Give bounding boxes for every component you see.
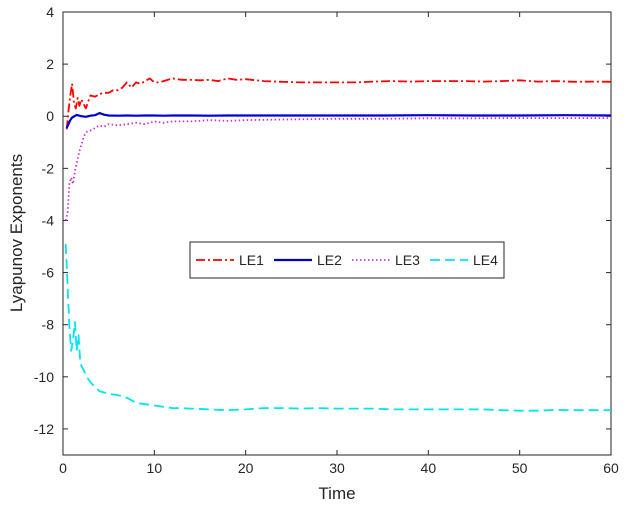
y-tick-label: -10 — [34, 369, 54, 385]
y-axis-title: Lyapunov Exponents — [7, 154, 26, 312]
y-tick-label: -8 — [42, 317, 55, 333]
x-tick-label: 0 — [59, 460, 67, 476]
plot-area — [62, 11, 612, 456]
series-line-le1 — [65, 77, 611, 130]
y-tick-label: 4 — [46, 4, 54, 20]
y-tick-label: -2 — [42, 160, 55, 176]
x-tick-label: 20 — [238, 460, 254, 476]
series-line-le2 — [65, 111, 611, 129]
legend-label-le4: LE4 — [473, 252, 498, 268]
y-tick-label: 2 — [46, 56, 54, 72]
x-tick-label: 30 — [329, 460, 345, 476]
legend-label-le2: LE2 — [317, 252, 342, 268]
x-tick-label: 50 — [512, 460, 528, 476]
legend: LE1 LE2 LE3 LE4 — [189, 241, 505, 279]
x-tick-label: 10 — [147, 460, 163, 476]
y-tick-label: 0 — [46, 108, 54, 124]
series-line-le4 — [64, 243, 611, 412]
y-tick-label: -4 — [42, 212, 55, 228]
series-layer — [64, 77, 611, 412]
y-tick-label: -12 — [34, 421, 54, 437]
y-tick-label: -6 — [42, 265, 55, 281]
axis-ticks: 0 10 20 30 40 50 60 -12 -10 -8 -6 -4 -2 0 2 4 — [34, 4, 619, 476]
x-axis-title: Time — [318, 484, 355, 503]
x-tick-label: 40 — [421, 460, 437, 476]
legend-label-le3: LE3 — [395, 252, 420, 268]
legend-label-le1: LE1 — [239, 252, 264, 268]
x-tick-label: 60 — [603, 460, 619, 476]
legend-box — [189, 241, 505, 279]
